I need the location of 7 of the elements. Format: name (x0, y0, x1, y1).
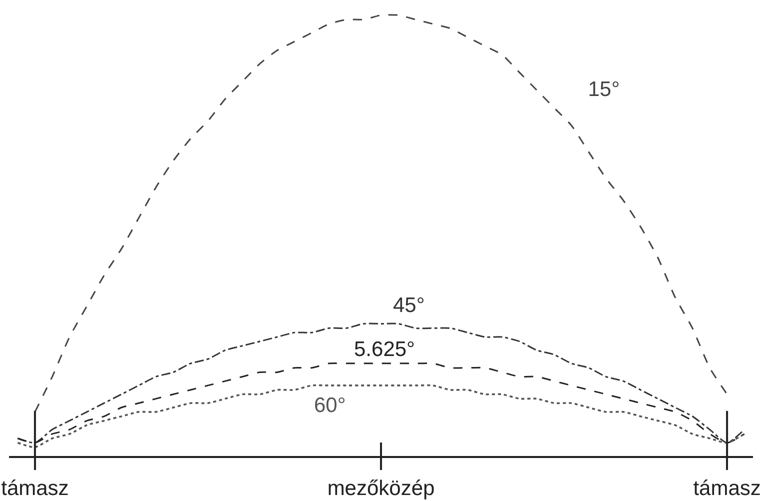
x-tick-label: mezőközép (327, 477, 435, 500)
series-label: 45° (393, 294, 425, 317)
x-tick-label: támasz (1, 477, 69, 500)
series-label: 15° (588, 78, 620, 101)
series-label: 60° (314, 394, 346, 417)
series-label: 5.625° (354, 338, 415, 361)
x-tick-label: támasz (693, 477, 761, 500)
